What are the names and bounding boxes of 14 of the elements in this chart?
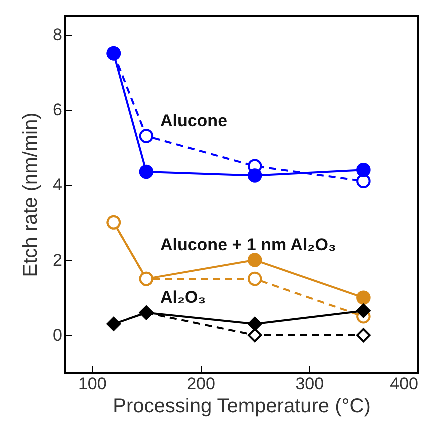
series-label: Alucone — [160, 111, 228, 130]
y-tick-label: 0 — [53, 326, 62, 345]
y-tick-label: 6 — [53, 100, 62, 120]
x-tick-label: 300 — [296, 374, 324, 394]
series-label: Alucone + 1 nm Al₂O₃ — [160, 235, 336, 254]
x-axis-title: Processing Temperature (°C) — [113, 396, 371, 418]
y-tick-label: 8 — [53, 25, 62, 44]
x-tick-label: 200 — [187, 374, 216, 394]
series-label: Al₂O₃ — [160, 288, 206, 307]
y-tick-label: 2 — [53, 250, 62, 270]
y-tick-label: 4 — [53, 176, 62, 195]
x-tick-label: 400 — [390, 374, 418, 394]
y-axis-title: Etch rate (nm/min) — [20, 112, 42, 278]
x-tick-label: 100 — [78, 374, 107, 394]
